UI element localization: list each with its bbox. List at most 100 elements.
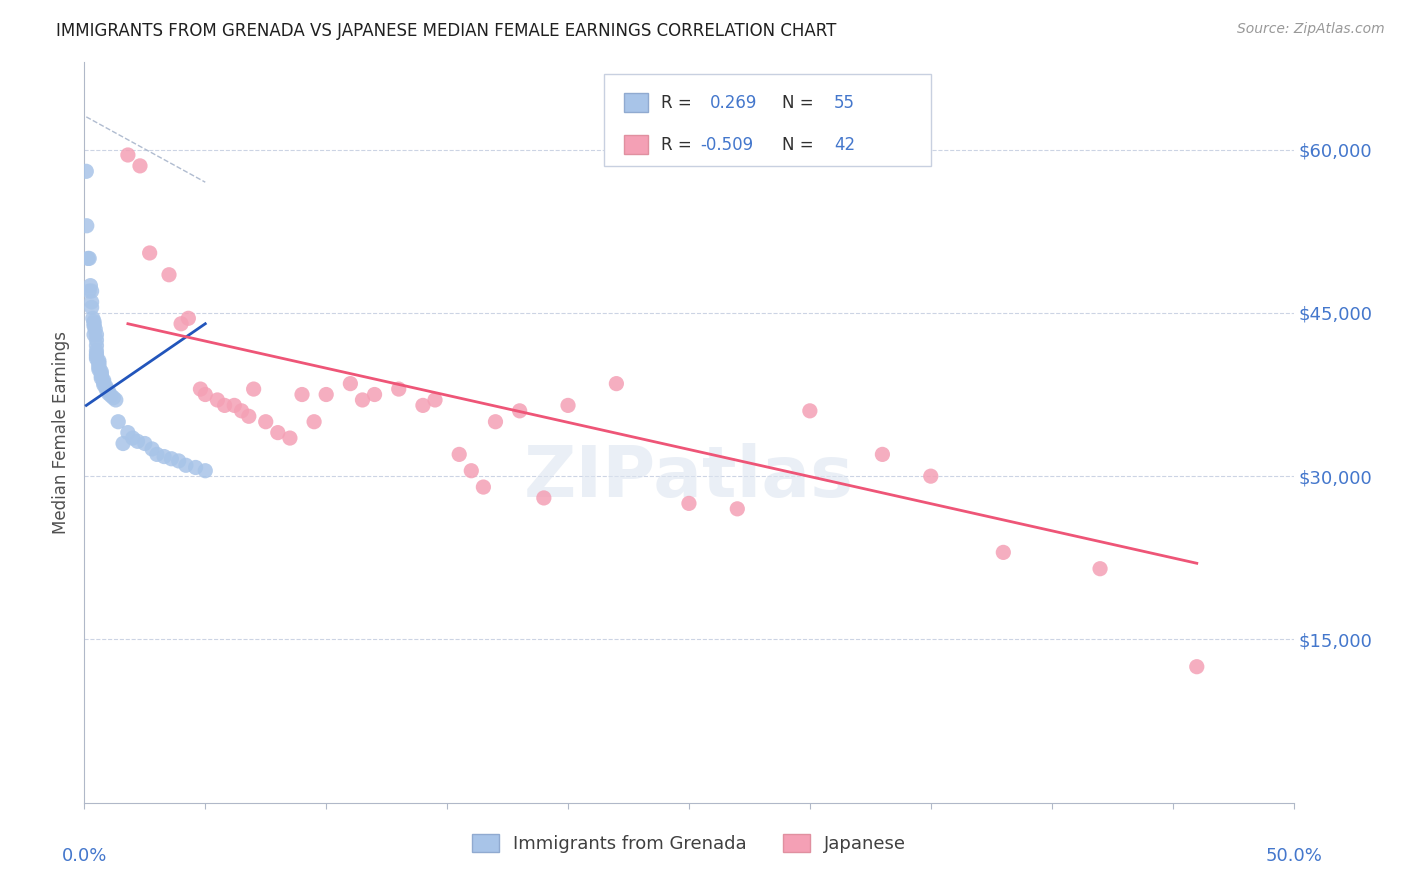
FancyBboxPatch shape: [624, 135, 648, 153]
Text: R =: R =: [661, 136, 692, 153]
Point: [87, 353, 110, 368]
Point: [93, 377, 115, 392]
Point: [86, 338, 108, 352]
Point: [207, 392, 229, 407]
Point: [157, 268, 180, 282]
Point: [449, 447, 471, 461]
Point: [678, 496, 700, 510]
Point: [160, 451, 183, 466]
Point: [799, 404, 821, 418]
Point: [153, 450, 176, 464]
Point: [138, 246, 160, 260]
Point: [103, 391, 125, 405]
FancyBboxPatch shape: [605, 73, 931, 166]
Point: [509, 404, 531, 418]
Point: [460, 464, 482, 478]
Point: [75, 164, 97, 178]
Text: N =: N =: [782, 95, 814, 112]
Text: R =: R =: [661, 95, 692, 112]
Point: [146, 447, 169, 461]
Text: ZIPatlas: ZIPatlas: [524, 442, 853, 511]
Point: [87, 362, 110, 376]
Text: IMMIGRANTS FROM GRENADA VS JAPANESE MEDIAN FEMALE EARNINGS CORRELATION CHART: IMMIGRANTS FROM GRENADA VS JAPANESE MEDI…: [56, 22, 837, 40]
Point: [86, 343, 108, 358]
Point: [93, 376, 115, 390]
Point: [90, 365, 112, 379]
Point: [84, 322, 107, 336]
Point: [238, 409, 260, 424]
Point: [87, 358, 110, 372]
Point: [920, 469, 942, 483]
Point: [93, 373, 115, 387]
Point: [80, 301, 103, 315]
Text: -0.509: -0.509: [700, 136, 754, 153]
Text: 50.0%: 50.0%: [1265, 847, 1322, 865]
Point: [605, 376, 627, 391]
Point: [472, 480, 495, 494]
Point: [315, 387, 337, 401]
Text: 0.269: 0.269: [710, 95, 756, 112]
Point: [339, 376, 361, 391]
Point: [267, 425, 290, 440]
Point: [80, 284, 103, 298]
Point: [117, 148, 139, 162]
Point: [993, 545, 1015, 559]
Point: [77, 252, 100, 266]
Point: [117, 425, 139, 440]
Point: [170, 317, 193, 331]
Point: [90, 369, 112, 384]
Point: [82, 311, 104, 326]
Point: [254, 415, 277, 429]
Y-axis label: Median Female Earnings: Median Female Earnings: [52, 331, 70, 534]
Point: [80, 295, 103, 310]
Point: [557, 398, 579, 412]
Point: [302, 415, 325, 429]
Point: [484, 415, 506, 429]
Point: [121, 431, 143, 445]
Point: [83, 318, 105, 333]
Point: [86, 351, 108, 366]
Point: [86, 347, 108, 361]
Point: [100, 388, 122, 402]
Point: [174, 458, 197, 473]
Point: [725, 501, 748, 516]
Point: [423, 392, 446, 407]
Point: [87, 360, 110, 375]
Point: [104, 392, 127, 407]
Point: [278, 431, 301, 445]
Legend: Immigrants from Grenada, Japanese: Immigrants from Grenada, Japanese: [464, 827, 914, 861]
Text: 0.0%: 0.0%: [62, 847, 107, 865]
Point: [90, 371, 112, 385]
Point: [214, 398, 236, 412]
Point: [83, 314, 105, 328]
Point: [363, 387, 385, 401]
Point: [352, 392, 374, 407]
Point: [129, 159, 152, 173]
Point: [872, 447, 894, 461]
Point: [388, 382, 411, 396]
Point: [1088, 562, 1111, 576]
Point: [112, 436, 135, 450]
Point: [86, 350, 108, 364]
Point: [97, 384, 120, 399]
Point: [231, 404, 253, 418]
Point: [94, 382, 117, 396]
Text: 42: 42: [834, 136, 855, 153]
FancyBboxPatch shape: [624, 93, 648, 112]
Point: [412, 398, 434, 412]
Point: [134, 436, 156, 450]
Point: [1185, 659, 1208, 673]
Point: [291, 387, 314, 401]
Text: 55: 55: [834, 95, 855, 112]
Point: [86, 333, 108, 347]
Point: [224, 398, 246, 412]
Point: [242, 382, 264, 396]
Point: [86, 327, 108, 342]
Point: [533, 491, 555, 505]
Point: [107, 415, 129, 429]
Point: [76, 219, 98, 233]
Point: [184, 460, 207, 475]
Point: [94, 380, 117, 394]
Point: [141, 442, 163, 456]
Point: [194, 464, 217, 478]
